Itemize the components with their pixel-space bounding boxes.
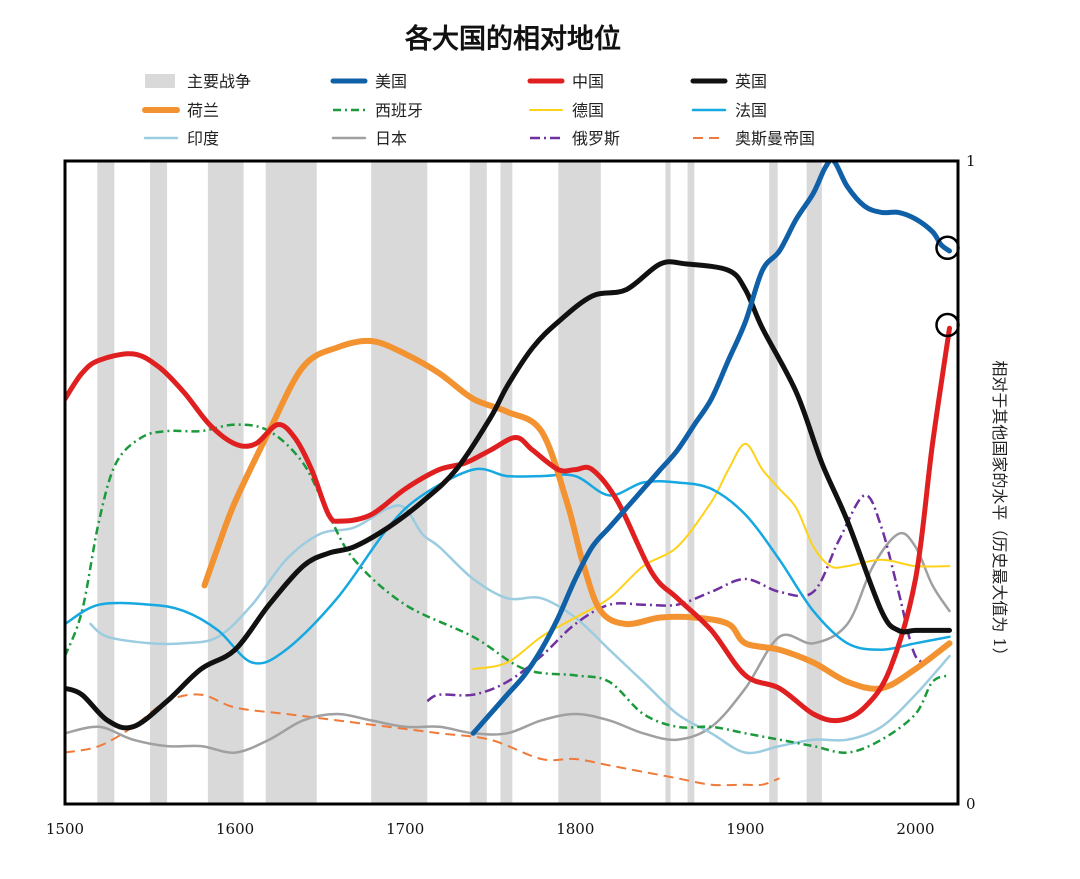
war-band-7 (558, 161, 601, 804)
legend-label-日本: 日本 (375, 129, 407, 148)
legend-item-德国: 德国 (529, 101, 604, 120)
legend-label-印度: 印度 (187, 129, 219, 148)
legend-item-日本: 日本 (331, 129, 407, 148)
legend-item-英国: 英国 (690, 72, 767, 91)
y-tick-label-0: 0 (966, 795, 976, 813)
war-band-3 (265, 161, 317, 804)
y-axis-label: 相对于其他国家的水平（历史最大值为 1） (990, 360, 1009, 663)
legend-label-俄罗斯: 俄罗斯 (572, 129, 620, 148)
legend-swatch-主要战争 (145, 74, 175, 88)
war-band-5 (469, 161, 487, 804)
war-band-2 (207, 161, 244, 804)
x-tick-label-4: 1900 (726, 820, 764, 838)
x-tick-label-2: 1700 (386, 820, 424, 838)
x-tick-label-3: 1800 (556, 820, 594, 838)
x-tick-label-1: 1600 (216, 820, 254, 838)
legend-item-美国: 美国 (330, 72, 407, 91)
x-tick-label-0: 1500 (46, 820, 84, 838)
legend-item-荷兰: 荷兰 (142, 101, 219, 120)
legend-item-奥斯曼帝国: 奥斯曼帝国 (693, 129, 815, 148)
legend-item-俄罗斯: 俄罗斯 (530, 129, 620, 148)
series-line-印度 (89, 504, 951, 755)
legend-item-中国: 中国 (527, 72, 604, 91)
war-band-11 (806, 161, 822, 804)
legend-label-英国: 英国 (735, 72, 767, 91)
x-tick-label-5: 2000 (896, 820, 934, 838)
war-band-9 (687, 161, 695, 804)
y-tick-label-1: 1 (966, 152, 976, 170)
legend-item-主要战争: 主要战争 (145, 72, 251, 91)
series-line-德国 (472, 442, 951, 670)
series-line-西班牙 (65, 423, 950, 754)
legend-label-主要战争: 主要战争 (187, 72, 251, 91)
legend-label-中国: 中国 (572, 72, 604, 91)
legend-label-法国: 法国 (735, 101, 767, 120)
war-band-0 (97, 161, 115, 804)
chart-title: 各大国的相对地位 (404, 23, 621, 55)
legend-item-印度: 印度 (143, 129, 219, 148)
war-bands (97, 161, 822, 804)
legend-item-西班牙: 西班牙 (333, 101, 423, 120)
series-lines (65, 161, 953, 787)
series-line-俄罗斯 (426, 494, 951, 703)
legend-label-奥斯曼帝国: 奥斯曼帝国 (735, 129, 815, 148)
series-line-法国 (65, 467, 951, 665)
legend-item-法国: 法国 (691, 101, 767, 120)
series-line-荷兰 (201, 337, 953, 692)
legend-label-德国: 德国 (572, 101, 604, 120)
series-line-中国 (65, 325, 952, 724)
series-line-英国 (65, 259, 952, 731)
war-band-6 (500, 161, 513, 804)
series-line-美国 (470, 161, 952, 736)
series-line-日本 (65, 531, 951, 754)
x-axis-ticks: 1500 1600 1700 1800 1900 2000 (46, 820, 935, 838)
legend-label-荷兰: 荷兰 (187, 101, 219, 120)
plot-frame (63, 159, 960, 806)
legend-label-美国: 美国 (375, 72, 407, 91)
legend-label-西班牙: 西班牙 (375, 101, 423, 120)
y-axis-ticks: 01 (966, 152, 976, 813)
